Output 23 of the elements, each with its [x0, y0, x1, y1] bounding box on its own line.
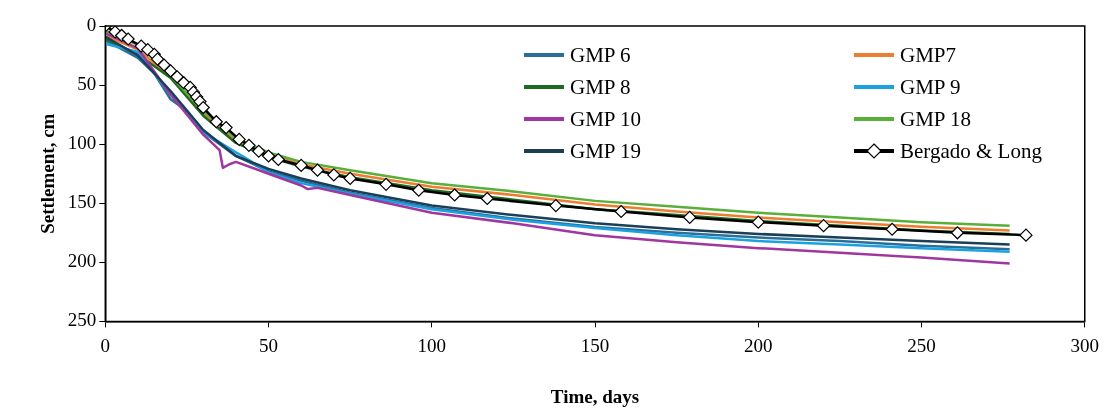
y-tick-label: 150: [67, 191, 97, 213]
legend-label: GMP 6: [570, 42, 631, 68]
y-tick-label: 100: [67, 132, 97, 154]
y-tick-label: 250: [67, 309, 97, 331]
legend-label: Bergado & Long: [900, 138, 1042, 164]
y-tick-label: 200: [67, 250, 97, 272]
y-axis-title: Settlement, cm: [37, 113, 59, 234]
x-tick-label: 250: [907, 334, 936, 356]
x-tick-label: 50: [259, 334, 279, 356]
y-tick-label: 0: [86, 13, 97, 35]
legend-label: GMP 10: [570, 106, 641, 132]
x-tick-label: 150: [580, 334, 610, 356]
x-axis-title: Time, days: [550, 385, 640, 407]
y-tick-label: 50: [77, 73, 97, 95]
x-tick-label: 200: [744, 334, 773, 356]
legend-label: GMP 8: [570, 74, 631, 100]
x-tick-label: 300: [1070, 334, 1099, 356]
legend-label: GMP 9: [900, 74, 961, 100]
x-tick-label: 0: [100, 334, 111, 356]
legend-label: GMP 18: [900, 106, 971, 132]
x-tick-label: 100: [417, 334, 447, 356]
legend-label: GMP7: [900, 42, 957, 68]
legend-label: GMP 19: [570, 138, 641, 164]
